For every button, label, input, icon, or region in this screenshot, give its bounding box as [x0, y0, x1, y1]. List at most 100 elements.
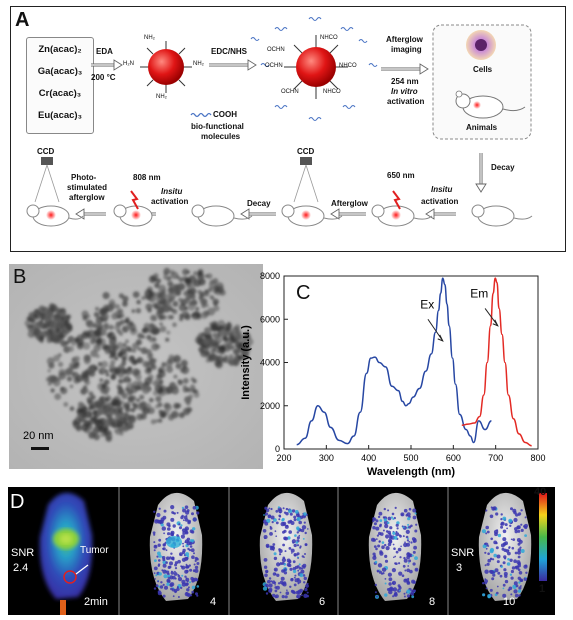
label-photo-stim-3: afterglow — [69, 193, 105, 202]
mouse-frame-5 — [478, 492, 532, 601]
tem-image — [9, 264, 263, 469]
label-temp: 200 °C — [91, 73, 116, 82]
label-activation-3: activation — [421, 197, 459, 206]
plot-frame — [283, 275, 539, 450]
label-animals: Animals — [466, 123, 498, 132]
mouse-icon-box — [455, 90, 526, 119]
annotation-em-arrowhead — [492, 319, 499, 327]
np2-group-ur: NHCO — [320, 35, 338, 41]
label-afterglow-imaging-2: imaging — [391, 45, 422, 54]
arrow-imaging — [381, 63, 429, 75]
colorbar-max: 40 — [534, 486, 547, 498]
panel-b-letter: B — [13, 266, 27, 288]
annotation-ex-arrowhead — [437, 334, 444, 342]
time-label-2min: 2min — [84, 596, 108, 608]
scale-bar-label: 20 nm — [23, 430, 54, 442]
time-label-6: 6 — [319, 596, 326, 608]
snr-label-2: SNR — [451, 547, 475, 559]
np1-group-right: NH₂ — [193, 61, 204, 67]
label-photo-stim-2: stimulated — [67, 183, 108, 192]
y-tick-label: 2000 — [260, 401, 280, 411]
y-tick-label: 0 — [275, 444, 280, 454]
label-afterglow-mid: Afterglow — [331, 199, 368, 208]
time-label-4: 4 — [210, 596, 217, 608]
x-tick-label: 600 — [446, 453, 461, 463]
nanoparticle-clusters — [24, 267, 254, 442]
np1-group-left: H₂N — [123, 61, 134, 67]
label-biofunctional-2: molecules — [201, 132, 241, 141]
np1-group-bottom: NH₂ — [156, 94, 167, 100]
precursor-eu: Eu(acac)₃ — [38, 110, 82, 121]
mouse-icon-2 — [371, 190, 433, 227]
y-tick-label: 4000 — [260, 358, 280, 368]
ccd-camera-left — [34, 157, 60, 203]
np2-group-l: OCHN — [265, 63, 283, 69]
y-tick-label: 6000 — [260, 314, 280, 324]
mouse-frame-4 — [368, 492, 422, 601]
annotation-ex-arrow — [427, 318, 444, 342]
x-axis-label: Wavelength (nm) — [367, 466, 456, 478]
cell-icon — [466, 30, 496, 60]
colorbar — [539, 493, 547, 581]
panel-d-letter: D — [10, 491, 25, 513]
arrow-decay-down — [475, 153, 487, 193]
np1-group-top: NH₂ — [144, 35, 155, 41]
mouse-icon-3 — [281, 204, 343, 227]
label-650nm: 650 nm — [387, 171, 415, 180]
y-axis-label: Intensity (a.u.) — [240, 325, 252, 400]
series-line-em — [461, 277, 532, 447]
nanoparticle-amine — [140, 41, 192, 93]
frame-dividers — [118, 487, 449, 615]
cells-animals-box — [432, 24, 532, 140]
precursor-ga: Ga(acac)₃ — [37, 66, 83, 77]
precursor-cr: Cr(acac)₃ — [38, 88, 82, 99]
mouse-frame-2min — [39, 492, 93, 615]
mouse-frame-2 — [149, 492, 203, 601]
label-afterglow-imaging-1: Afterglow — [386, 35, 423, 44]
in-vivo-images — [39, 487, 547, 615]
in-vivo-panel-d: D SNR 2.4 Tumor 2min 4 6 8 10 SNR 3 40 1 — [8, 486, 555, 615]
label-activation-2: activation — [151, 197, 189, 206]
label-insitu-2: Insitu — [431, 185, 453, 194]
label-activation-1: activation — [387, 97, 425, 106]
series-line-ex — [296, 277, 492, 446]
label-ccd-mid: CCD — [297, 147, 315, 156]
arrow-bottom-3 — [240, 208, 276, 220]
spectra-chart: 200 300 400 500 600 700 80002000400060008000Wa… — [240, 271, 546, 478]
label-254nm: 254 nm — [391, 77, 419, 86]
tumor-label: Tumor — [80, 545, 109, 556]
precursor-list: Zn(acac)₂ Ga(acac)₃ Cr(acac)₃ Eu(acac)₃ — [26, 37, 94, 134]
x-tick-label: 400 — [361, 453, 376, 463]
chart-plot-area: 200 300 400 500 600 700 80002000400060008000Wa… — [240, 271, 546, 478]
panel-a-letter: A — [15, 9, 30, 31]
label-photo-stim-1: Photo- — [71, 173, 97, 182]
mouse-frames-later — [149, 492, 532, 601]
annotation-em: Em — [470, 287, 488, 301]
mouse-icon-5 — [113, 190, 153, 227]
label-decay-mid: Decay — [247, 199, 271, 208]
tem-panel-b: B 20 nm — [9, 264, 263, 469]
scale-bar — [31, 447, 49, 450]
annotation-ex: Ex — [420, 297, 434, 311]
np2-group-ul: OCHN — [267, 47, 285, 53]
schematic-panel-a: A Zn(acac)₂ Ga(acac)₃ Cr(acac)₃ Eu(acac)… — [10, 6, 566, 252]
mouse-frame-3 — [259, 492, 313, 601]
mouse-icon-1 — [471, 204, 533, 227]
colorbar-min: 1 — [539, 583, 546, 595]
arrow-eda — [91, 59, 123, 71]
label-edc: EDC/NHS — [211, 47, 248, 56]
snr-label-1: SNR — [11, 547, 35, 559]
snr-value-2: 3 — [456, 562, 463, 574]
x-tick-label: 300 — [319, 453, 334, 463]
label-ccd-left: CCD — [37, 147, 55, 156]
biomolecule-squiggle-icon — [190, 112, 212, 118]
np2-group-r: NHCO — [339, 63, 357, 69]
x-tick-label: 700 — [488, 453, 503, 463]
time-label-10: 10 — [503, 596, 516, 608]
label-insitu-1: Insitu — [161, 187, 183, 196]
label-808nm: 808 nm — [133, 173, 161, 182]
schematic-graphics — [26, 16, 533, 227]
label-eda: EDA — [96, 47, 113, 56]
tumor-circle — [63, 570, 77, 584]
snr-value-1: 2.4 — [13, 562, 29, 574]
